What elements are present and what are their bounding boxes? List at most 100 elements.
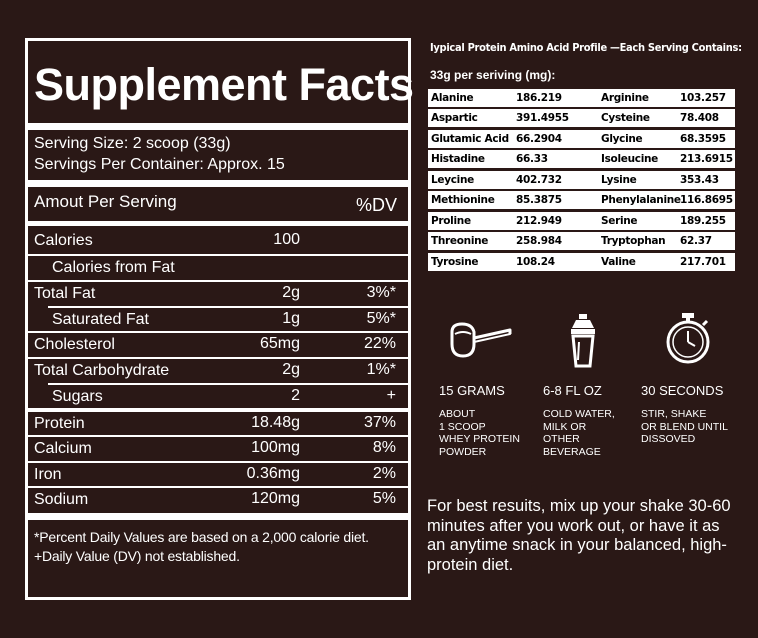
nutrient-amount: 65mg xyxy=(259,335,300,352)
nutrient-amount: 2g xyxy=(282,361,300,378)
nutrient-row: Total Carbohydrate 2g 1%* xyxy=(28,358,408,383)
divider-thick xyxy=(28,123,408,130)
amino-name: Glutamic Acid xyxy=(431,133,509,145)
divider-thick xyxy=(28,221,408,226)
nutrient-row: Sugars 2 + xyxy=(28,384,408,409)
amino-value: 108.24 xyxy=(516,256,555,268)
nutrient-name: Sodium xyxy=(34,491,89,508)
amino-value: 391.4955 xyxy=(516,112,569,124)
amino-row: Aspartic 391.4955 Cysteine 78.408 xyxy=(428,109,735,127)
row-divider xyxy=(28,461,408,463)
amino-value: 85.3875 xyxy=(516,194,562,206)
nutrient-amount: 0.36mg xyxy=(246,465,300,482)
shaker-icon xyxy=(571,314,595,368)
step-time-title: 30 SECONDS xyxy=(641,383,724,398)
nutrient-name: Iron xyxy=(34,466,62,483)
amino-value: 217.701 xyxy=(680,256,726,268)
amino-profile-title: Iypical Protein Amino Acid Profile —Each… xyxy=(430,41,742,54)
dv-header: %DV xyxy=(356,195,398,215)
nutrient-amount: 100 xyxy=(273,231,300,248)
divider-thick xyxy=(28,513,408,520)
amino-name: Aspartic xyxy=(431,112,478,124)
nutrient-dv: 37% xyxy=(363,414,396,431)
nutrient-row: Calories from Fat xyxy=(28,255,408,280)
amino-name: Lysine xyxy=(601,174,637,186)
nutrient-row: Sodium 120mg 5% xyxy=(28,487,408,512)
amino-value: 116.8695 xyxy=(680,194,733,206)
amino-value: 103.257 xyxy=(680,92,726,104)
amino-name: Proline xyxy=(431,215,471,227)
amino-name: Alanine xyxy=(431,92,474,104)
amino-value: 213.6915 xyxy=(680,153,733,165)
amino-row: Alanine 186.219 Arginine 103.257 xyxy=(428,89,735,107)
nutrient-dv: 5% xyxy=(372,490,396,507)
amount-per-serving-header: Amout Per Serving xyxy=(34,192,177,211)
footnote-dv-not-established: +Daily Value (DV) not established. xyxy=(34,548,240,564)
nutrient-row: Saturated Fat 1g 5%* xyxy=(28,307,408,332)
nutrient-row: Total Fat 2g 3%* xyxy=(28,281,408,306)
nutrient-amount: 2g xyxy=(282,284,300,301)
amino-row: Tyrosine 108.24 Valine 217.701 xyxy=(428,253,735,271)
amino-name: Isoleucine xyxy=(601,153,658,165)
amino-row: Glutamic Acid 66.2904 Glycine 68.3595 xyxy=(428,130,735,148)
nutrient-dv: 1%* xyxy=(366,361,396,378)
amino-name: Valine xyxy=(601,256,636,268)
amino-name: Cysteine xyxy=(601,112,650,124)
amino-name: Arginine xyxy=(601,92,649,104)
amino-value: 402.732 xyxy=(516,174,562,186)
nutrient-amount: 2 xyxy=(291,387,300,404)
step-time-desc: STIR, SHAKE OR BLEND UNTIL DISSOVED xyxy=(641,408,728,445)
nutrient-dv: 2% xyxy=(372,465,396,482)
nutrient-name: Calories xyxy=(34,232,93,249)
nutrient-row: Calcium 100mg 8% xyxy=(28,436,408,461)
amino-value: 62.37 xyxy=(680,235,712,247)
nutrient-dv: 3%* xyxy=(366,284,396,301)
nutrient-name: Total Carbohydrate xyxy=(34,362,170,379)
amino-value: 212.949 xyxy=(516,215,562,227)
row-divider xyxy=(28,435,408,437)
nutrient-name: Protein xyxy=(34,415,85,432)
amino-value: 68.3595 xyxy=(680,133,726,145)
amino-name: Glycine xyxy=(601,133,643,145)
servings-per-container: Servings Per Container: Approx. 15 xyxy=(34,156,285,173)
amino-value: 78.408 xyxy=(680,112,719,124)
row-divider xyxy=(28,254,408,256)
divider-thick xyxy=(28,180,408,187)
nutrient-dv: 22% xyxy=(363,335,396,352)
nutrient-name: Sugars xyxy=(52,388,103,405)
amino-name: Threonine xyxy=(431,235,489,247)
amino-name: Tyrosine xyxy=(431,256,479,268)
nutrient-dv: + xyxy=(386,387,396,404)
nutrient-row: Cholesterol 65mg 22% xyxy=(28,332,408,357)
amino-name: Histadine xyxy=(431,153,485,165)
nutrient-dv: 5%* xyxy=(366,310,396,327)
nutrient-row: Protein 18.48g 37% xyxy=(28,411,408,436)
nutrient-amount: 100mg xyxy=(251,439,300,456)
nutrient-row: Iron 0.36mg 2% xyxy=(28,462,408,487)
amino-row: Threonine 258.984 Tryptophan 62.37 xyxy=(428,232,735,250)
amino-name: Methionine xyxy=(431,194,495,206)
step-liquid-title: 6-8 FL OZ xyxy=(543,383,602,398)
step-scoop-title: 15 GRAMS xyxy=(439,383,505,398)
amino-name: Leycine xyxy=(431,174,474,186)
nutrient-name: Calories from Fat xyxy=(52,259,175,276)
nutrient-row: Calories 100 xyxy=(28,228,408,253)
amino-value: 66.33 xyxy=(516,153,548,165)
divider-thick xyxy=(28,408,408,412)
serving-size: Serving Size: 2 scoop (33g) xyxy=(34,135,231,152)
nutrient-amount: 1g xyxy=(282,310,300,327)
scoop-icon xyxy=(450,322,512,358)
nutrient-name: Calcium xyxy=(34,440,92,457)
row-divider xyxy=(28,357,408,359)
row-divider xyxy=(28,331,408,333)
amino-name: Serine xyxy=(601,215,638,227)
mixing-instructions: For best resuits, mix up your shake 30-6… xyxy=(427,497,731,574)
amino-name: Tryptophan xyxy=(601,235,666,247)
nutrient-amount: 18.48g xyxy=(251,414,300,431)
amino-value: 258.984 xyxy=(516,235,562,247)
amino-row: Leycine 402.732 Lysine 353.43 xyxy=(428,171,735,189)
step-liquid-desc: COLD WATER, MILK OR OTHER BEVERAGE xyxy=(543,408,615,458)
amino-value: 353.43 xyxy=(680,174,719,186)
step-scoop-desc: ABOUT 1 SCOOP WHEY PROTEIN POWDER xyxy=(439,408,520,458)
row-divider xyxy=(48,383,408,385)
